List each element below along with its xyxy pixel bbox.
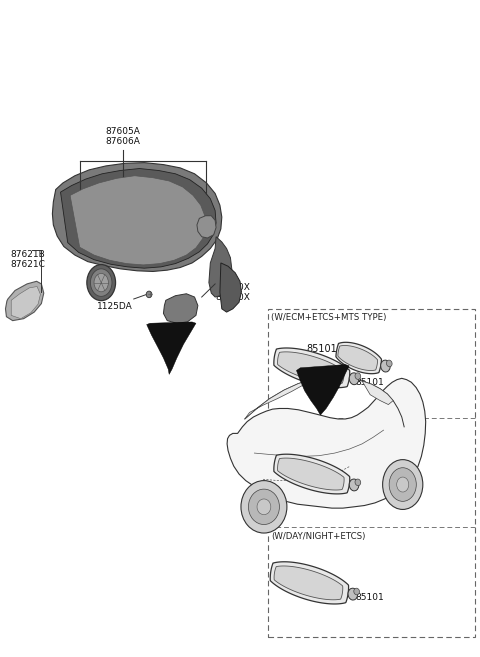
Polygon shape: [362, 381, 393, 405]
Polygon shape: [307, 377, 350, 387]
FancyBboxPatch shape: [268, 309, 475, 637]
Ellipse shape: [94, 273, 108, 292]
Ellipse shape: [383, 460, 423, 509]
Polygon shape: [70, 175, 205, 265]
Text: (W/ECM+ETCS TYPE): (W/ECM+ETCS TYPE): [271, 423, 361, 432]
Text: (W/DAY/NIGHT+ETCS): (W/DAY/NIGHT+ETCS): [271, 532, 365, 541]
Ellipse shape: [348, 588, 358, 600]
Polygon shape: [60, 169, 216, 268]
Polygon shape: [227, 378, 426, 508]
Ellipse shape: [90, 269, 112, 296]
Polygon shape: [5, 281, 44, 321]
Text: 87612
87622: 87612 87622: [53, 204, 82, 223]
Ellipse shape: [396, 477, 409, 492]
Polygon shape: [277, 352, 344, 384]
Polygon shape: [209, 237, 232, 297]
Polygon shape: [52, 163, 222, 271]
Text: 87621B
87621C: 87621B 87621C: [10, 250, 45, 269]
Polygon shape: [197, 215, 216, 238]
Polygon shape: [274, 454, 350, 494]
Ellipse shape: [257, 499, 271, 514]
Polygon shape: [163, 294, 198, 323]
Polygon shape: [336, 342, 382, 374]
Polygon shape: [11, 286, 40, 319]
Text: 85101: 85101: [338, 371, 384, 387]
Polygon shape: [270, 562, 348, 604]
Ellipse shape: [381, 360, 390, 372]
Ellipse shape: [249, 489, 279, 524]
Polygon shape: [297, 365, 349, 415]
Polygon shape: [274, 566, 343, 600]
Ellipse shape: [349, 479, 359, 491]
Ellipse shape: [241, 481, 287, 533]
Text: 87613L
87614L: 87613L 87614L: [180, 194, 214, 214]
Ellipse shape: [146, 291, 152, 298]
Ellipse shape: [389, 468, 416, 501]
Text: 87605A
87606A: 87605A 87606A: [105, 127, 140, 147]
Text: (W/ECM+ETCS+MTS TYPE): (W/ECM+ETCS+MTS TYPE): [271, 313, 386, 322]
Text: 87650X
87660X: 87650X 87660X: [215, 283, 250, 302]
Ellipse shape: [355, 479, 360, 486]
Polygon shape: [245, 380, 312, 419]
Polygon shape: [277, 458, 344, 490]
Polygon shape: [220, 263, 241, 312]
Ellipse shape: [87, 265, 116, 301]
Ellipse shape: [317, 380, 326, 388]
Polygon shape: [274, 348, 350, 388]
Ellipse shape: [355, 373, 360, 380]
Text: 85101: 85101: [338, 477, 384, 493]
Ellipse shape: [386, 360, 392, 367]
Text: 1125DA: 1125DA: [96, 302, 132, 311]
Text: 85101: 85101: [337, 586, 384, 602]
Polygon shape: [147, 322, 196, 374]
Ellipse shape: [349, 373, 359, 384]
Text: 85101: 85101: [306, 344, 337, 355]
Polygon shape: [338, 346, 378, 371]
Ellipse shape: [354, 588, 360, 595]
